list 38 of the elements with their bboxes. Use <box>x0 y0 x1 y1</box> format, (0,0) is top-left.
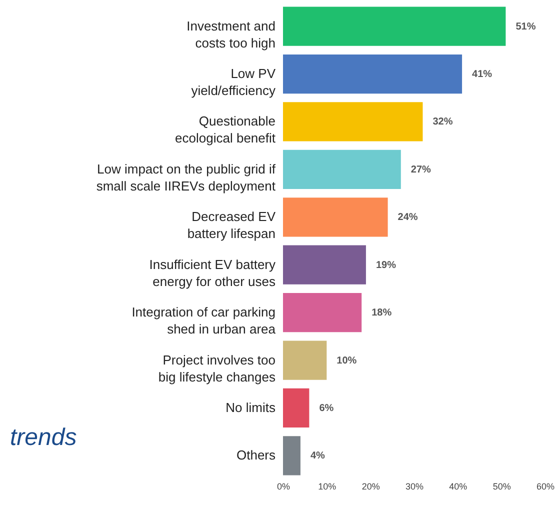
bar <box>283 150 401 189</box>
data-label: 51% <box>516 21 536 32</box>
x-tick-label: 50% <box>492 482 511 492</box>
bar <box>283 6 506 46</box>
bar <box>283 198 388 237</box>
bar <box>283 293 362 332</box>
x-tick-label: 0% <box>276 482 290 492</box>
y-tick-label: Project involves too big lifestyle changes <box>158 352 276 384</box>
y-tick-label: Low impact on the public grid if small scale IIREVs deployment <box>96 161 276 194</box>
text: trends <box>10 424 77 452</box>
data-label: 10% <box>336 355 357 366</box>
data-label: 19% <box>376 260 396 271</box>
x-tick-label: 40% <box>449 482 468 492</box>
y-tick-label: Questionable ecological benefit <box>175 114 276 146</box>
bar <box>283 245 366 284</box>
data-label: 32% <box>432 116 453 128</box>
y-tick-label: Others <box>236 448 276 463</box>
x-tick-label: 20% <box>362 482 380 492</box>
data-label: 18% <box>372 308 392 319</box>
y-tick-label: Insufficient EV battery energy for other uses <box>149 256 276 289</box>
bar <box>283 54 462 94</box>
y-tick-label: Low PV yield/efficiency <box>191 66 276 98</box>
y-tick-label: Investment and costs too high <box>186 18 276 50</box>
y-tick-label: No limits <box>226 400 276 415</box>
bar <box>283 340 327 380</box>
data-label: 41% <box>472 69 492 80</box>
x-tick-label: 10% <box>318 482 336 492</box>
y-tick-label: Decreased EV battery lifespan <box>187 209 276 242</box>
data-label: 27% <box>410 164 432 176</box>
x-tick-label: 60% <box>536 482 555 492</box>
bar <box>283 388 310 428</box>
x-tick-label: 30% <box>405 482 424 492</box>
bar <box>283 102 423 142</box>
y-tick-label: Integration of car parking shed in urban area <box>132 304 276 337</box>
data-label: 6% <box>319 402 334 414</box>
data-label: 24% <box>398 212 418 224</box>
bar <box>283 436 300 476</box>
data-label: 4% <box>310 450 326 462</box>
